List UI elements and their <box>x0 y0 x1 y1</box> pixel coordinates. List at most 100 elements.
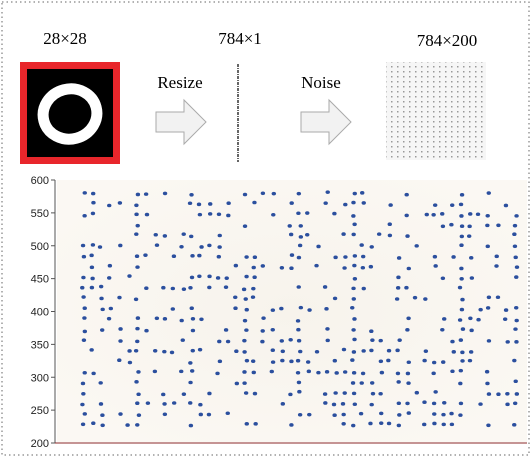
dot <box>260 264 266 268</box>
dot <box>179 244 184 249</box>
dot <box>441 412 446 417</box>
dot <box>144 328 149 333</box>
dot <box>217 339 222 344</box>
dot <box>190 348 195 353</box>
dot <box>207 391 212 396</box>
dot <box>295 358 301 363</box>
dot <box>297 389 302 394</box>
dot <box>98 381 103 385</box>
dot <box>97 245 103 249</box>
dot <box>287 224 292 228</box>
dot <box>307 412 312 417</box>
dot <box>475 212 481 217</box>
dot <box>379 421 384 425</box>
dot <box>352 276 358 281</box>
dot <box>135 192 141 197</box>
dot <box>459 224 465 228</box>
dot <box>252 391 258 396</box>
dot <box>451 350 456 354</box>
dot <box>199 317 204 322</box>
dot <box>512 232 517 236</box>
dot <box>467 358 473 363</box>
dot <box>244 274 249 279</box>
dot <box>514 275 519 279</box>
dot <box>296 327 301 332</box>
dot <box>395 348 400 353</box>
dot <box>80 381 86 386</box>
dot <box>100 423 105 428</box>
dot <box>368 264 374 269</box>
dot <box>484 369 490 374</box>
dot <box>233 263 239 268</box>
dot <box>450 203 455 207</box>
dot <box>485 223 490 228</box>
dot <box>386 358 391 363</box>
dot <box>514 392 520 396</box>
dot <box>217 233 222 238</box>
dot <box>135 265 140 269</box>
dot <box>440 276 446 281</box>
dot <box>451 255 456 259</box>
dot <box>188 361 193 365</box>
dot <box>459 266 464 271</box>
dot <box>404 192 409 197</box>
y-tick-label: 200 <box>31 438 49 450</box>
dot <box>324 307 329 311</box>
dot <box>296 211 301 216</box>
label-input-size: 28×28 <box>43 29 87 48</box>
dot <box>368 421 373 426</box>
dot <box>358 411 364 416</box>
dot <box>431 213 436 217</box>
dot <box>342 266 347 270</box>
dot <box>494 264 499 268</box>
dot <box>136 392 141 397</box>
dot <box>342 370 348 374</box>
dot <box>459 234 465 239</box>
dot <box>376 232 382 236</box>
dot <box>431 401 437 406</box>
dot <box>503 308 509 312</box>
dot <box>460 350 465 355</box>
dot <box>251 370 256 375</box>
dot <box>243 297 248 301</box>
dot <box>171 401 177 405</box>
dot <box>405 234 410 238</box>
dot <box>187 201 193 206</box>
dot <box>322 285 328 289</box>
dot <box>332 296 338 301</box>
dot <box>289 253 295 257</box>
dot <box>405 328 410 332</box>
dot <box>460 359 465 363</box>
dot <box>270 327 275 332</box>
dot <box>314 349 320 354</box>
dot <box>406 266 411 271</box>
dot <box>162 349 167 354</box>
dot <box>261 316 266 320</box>
dot <box>378 359 384 364</box>
dot <box>514 214 519 218</box>
dot <box>270 348 275 353</box>
dot <box>332 413 337 418</box>
dot <box>90 276 95 281</box>
dot <box>135 401 140 406</box>
dot <box>143 253 148 257</box>
dot <box>351 328 356 332</box>
y-tick-label: 400 <box>31 307 49 319</box>
dot <box>514 265 520 269</box>
dot <box>369 348 374 353</box>
dot <box>387 222 392 226</box>
dot <box>485 244 490 249</box>
dot <box>199 245 204 249</box>
dot <box>494 254 499 259</box>
dot <box>117 295 122 300</box>
dot <box>386 421 392 426</box>
dot <box>189 234 194 239</box>
dot <box>325 338 330 343</box>
dot <box>117 358 122 363</box>
dot <box>125 423 130 427</box>
dot <box>244 358 250 363</box>
dot <box>271 213 276 217</box>
dot <box>467 224 472 229</box>
dot <box>134 203 139 208</box>
dot <box>457 318 463 322</box>
